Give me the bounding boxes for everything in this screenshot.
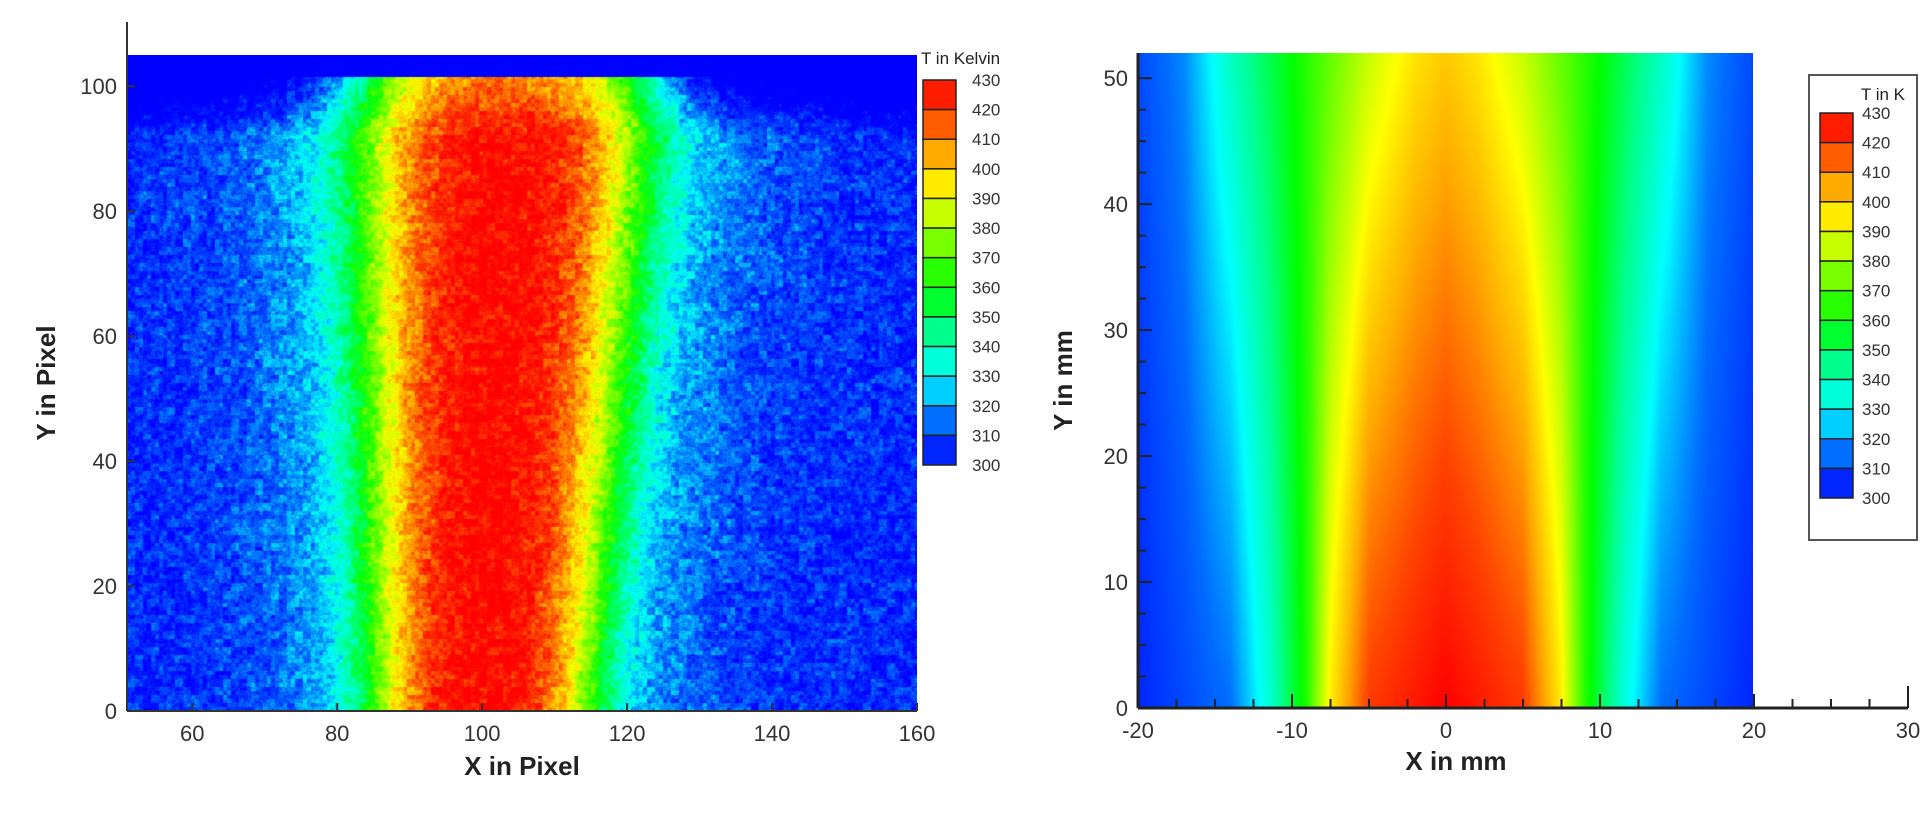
legend-label: 300 [1862,489,1890,508]
legend-label: 380 [1862,252,1890,271]
legend-swatch [922,256,957,289]
legend-label: 420 [972,101,1000,120]
legend-label: 330 [972,367,1000,386]
y-tick-label: 20 [1104,444,1128,469]
y-tick-label: 100 [80,74,117,99]
legend-swatch [1819,408,1854,440]
legend-swatch [922,405,957,437]
legend-title: T in K [1861,85,1906,104]
measured-temperature-heatmap [127,55,917,711]
legend-label: 320 [1862,430,1890,449]
legend-swatch [1819,349,1854,381]
legend-label: 310 [1862,459,1890,478]
y-tick-label: 40 [1104,192,1128,217]
legend-swatch [922,168,957,200]
legend-swatch [1819,289,1854,322]
x-tick-label: 120 [609,721,646,746]
legend-swatch [922,108,957,140]
legend-swatch [922,227,957,259]
legend-label: 310 [972,426,1000,445]
x-tick-label: 20 [1742,718,1766,743]
simulated-temperature-heatmap [1138,53,1753,708]
x-tick-label: 10 [1588,718,1612,743]
y-tick-label: 60 [93,324,117,349]
x-axis-title: X in Pixel [464,751,580,781]
legend-label: 410 [972,130,1000,149]
y-tick-label: 40 [93,449,117,474]
y-tick-label: 0 [105,699,117,724]
x-tick-label: 100 [464,721,501,746]
legend-title: T in Kelvin [921,49,1000,68]
y-tick-label: 20 [93,574,117,599]
x-tick-label: 30 [1896,718,1920,743]
legend-swatch [1819,112,1854,144]
legend-label: 410 [1862,163,1890,182]
legend-label: 400 [1862,193,1890,212]
legend-label: 370 [1862,282,1890,301]
x-tick-label: 60 [180,721,204,746]
legend-swatch [1819,467,1854,499]
legend-label: 430 [972,71,1000,90]
y-axis-title: Y in Pixel [31,325,61,440]
legend-label: 340 [972,338,1000,357]
legend-swatch [922,434,957,466]
x-tick-label: -10 [1276,718,1308,743]
legend-swatch [1819,260,1854,292]
legend-label: 390 [1862,222,1890,241]
legend-swatch [1819,378,1854,410]
legend-swatch [1819,141,1854,173]
legend-swatch [1819,171,1854,203]
legend-swatch [1819,319,1854,351]
legend-swatch [1819,201,1854,233]
legend-label: 320 [972,397,1000,416]
y-tick-label: 30 [1104,318,1128,343]
y-tick-label: 80 [93,199,117,224]
legend-swatch [922,375,957,407]
legend-label: 330 [1862,400,1890,419]
legend-label: 380 [972,219,1000,238]
legend-label: 420 [1862,134,1890,153]
x-tick-label: 140 [754,721,791,746]
x-tick-label: -20 [1122,718,1154,743]
legend-label: 360 [1862,311,1890,330]
legend-swatch [922,345,957,377]
legend-label: 350 [1862,341,1890,360]
legend-swatch [922,79,957,111]
y-axis-title: Y in mm [1048,330,1078,431]
x-tick-label: 160 [899,721,936,746]
legend-label: 390 [972,189,1000,208]
y-tick-label: 10 [1104,570,1128,595]
legend-label: 300 [972,456,1000,475]
legend-label: 370 [972,249,1000,268]
x-tick-label: 0 [1440,718,1452,743]
x-tick-label: 80 [325,721,349,746]
legend-swatch [922,316,957,348]
legend-swatch [1819,438,1854,470]
legend-swatch [922,197,957,229]
y-tick-label: 50 [1104,66,1128,91]
legend-label: 340 [1862,371,1890,390]
x-axis-title: X in mm [1405,746,1506,776]
legend-label: 400 [972,160,1000,179]
legend-swatch [922,286,957,318]
legend-label: 350 [972,308,1000,327]
legend-label: 430 [1862,104,1890,123]
legend-label: 360 [972,278,1000,297]
y-tick-label: 0 [1116,696,1128,721]
legend-swatch [922,138,957,170]
legend-swatch [1819,230,1854,262]
